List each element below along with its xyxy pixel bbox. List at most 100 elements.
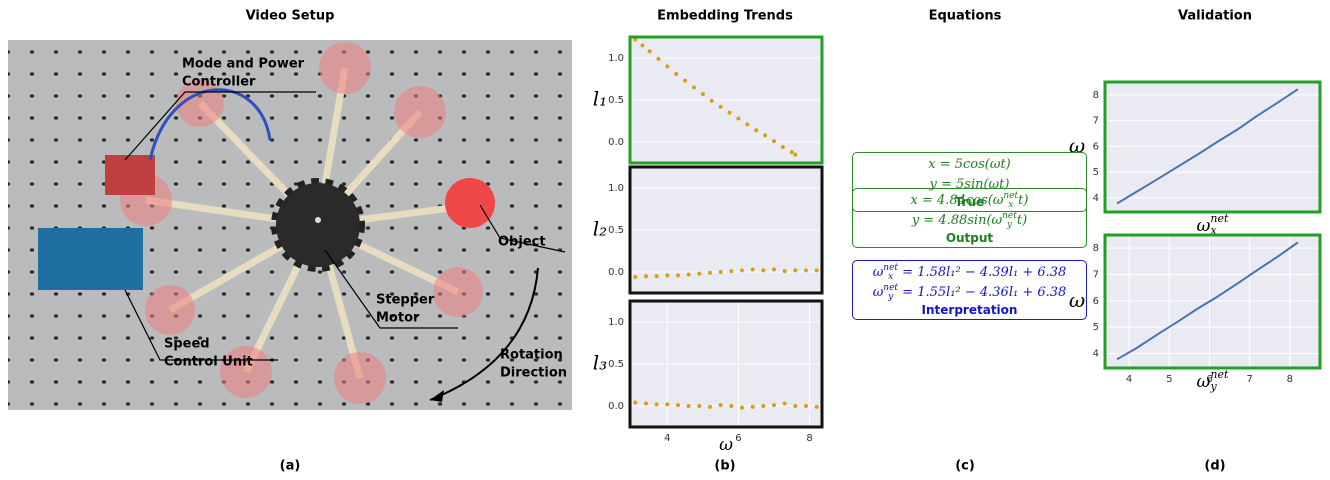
point (793, 152, 798, 157)
point (772, 267, 776, 272)
point (718, 270, 723, 274)
x-tick-label: 7 (1246, 374, 1252, 385)
y-tick-label: 1.0 (608, 53, 624, 64)
panel-title: Equations (929, 9, 1002, 24)
photo (8, 40, 572, 410)
point (761, 268, 766, 273)
x-axis-label-sub: y (1209, 380, 1217, 393)
photo-label: Motor (376, 311, 420, 326)
point (782, 401, 787, 406)
equation-sub: x (1008, 199, 1014, 210)
point (814, 268, 819, 273)
y-tick-label: 0.5 (608, 95, 624, 106)
leader-lines (124, 91, 566, 401)
y-tick-label: 5 (1093, 167, 1099, 178)
point (727, 110, 732, 115)
point (804, 404, 808, 408)
point (674, 71, 679, 76)
point (793, 404, 798, 408)
equation-text: = 1.55l₁² − 4.36l₁ + 6.38 (898, 285, 1067, 300)
point (754, 128, 759, 133)
point (686, 272, 691, 277)
point (718, 403, 723, 408)
point (729, 269, 734, 274)
panel-title: Embedding Trends (657, 9, 793, 24)
point (700, 92, 705, 97)
point (740, 405, 744, 410)
y-tick-label: 0.0 (608, 267, 624, 278)
point (647, 49, 652, 54)
point (740, 268, 744, 273)
plot-frame (1103, 80, 1322, 214)
photo-label: Stepper (376, 293, 435, 308)
object (445, 178, 495, 228)
arrow-head (430, 390, 444, 402)
equation-sub: y (888, 291, 894, 302)
plot-frame (628, 299, 824, 429)
x-axis-label-main: ω (1197, 216, 1211, 236)
equation-text: x = 4.84cos(ω (910, 193, 1004, 208)
point (644, 274, 648, 279)
plot-frame (1103, 233, 1322, 370)
panel-title: Validation (1178, 9, 1252, 24)
panel-caption: (c) (955, 459, 975, 474)
equation-text: y = 4.88sin(ω (911, 213, 1003, 228)
point (729, 404, 734, 408)
subsup: y net (883, 283, 898, 302)
point (708, 404, 712, 409)
x-axis-label: ωnet y (1197, 368, 1229, 393)
y-tick-label: 7 (1093, 270, 1099, 281)
equation: ω x net = 1.58l₁² − 4.39l₁ + 6.38 (853, 263, 1086, 283)
point (633, 400, 638, 405)
point (676, 273, 680, 278)
panel-caption: (d) (1204, 459, 1225, 474)
point (782, 269, 787, 274)
subsup: x net (1003, 190, 1019, 210)
equation-text: t) (1018, 193, 1029, 208)
controller-board (105, 155, 155, 195)
point (750, 267, 755, 272)
y-tick-label: 7 (1093, 116, 1099, 127)
x-axis-label: ωnet x (1197, 212, 1229, 237)
point (793, 268, 798, 273)
equation-box: x = 4.84cos(ω x net t) y = 4.88sin(ω y net t) Ou… (852, 188, 1087, 248)
point (780, 145, 785, 150)
point (686, 404, 691, 408)
equation: x = 5cos(ωt) (853, 155, 1086, 175)
gear (276, 183, 360, 267)
photo-label: Direction (500, 366, 567, 381)
equation-sup: net (1003, 190, 1019, 201)
point (750, 404, 755, 409)
point (683, 78, 688, 83)
x-axis-label-sup: net (1210, 368, 1229, 381)
equation-sup: net (1002, 210, 1017, 221)
photo-label: Controller (182, 75, 256, 90)
y-tick-label: 0.5 (608, 359, 624, 370)
panel-caption: (b) (714, 459, 735, 474)
photo-label: Object (498, 235, 546, 250)
equation: x = 4.84cos(ω x net t) (853, 191, 1086, 211)
plot-frame (628, 165, 824, 295)
equation-text: ω (872, 265, 884, 280)
y-axis-label: l₃ (593, 351, 607, 375)
point (665, 273, 670, 278)
point (718, 104, 723, 109)
y-axis-label: ω (1069, 288, 1085, 312)
panel-caption: (a) (280, 459, 301, 474)
arduino-board (38, 228, 143, 290)
y-tick-label: 1.0 (608, 317, 624, 328)
equation-box: ω x net = 1.58l₁² − 4.39l₁ + 6.38 ω y net = 1… (852, 260, 1087, 320)
point (789, 150, 794, 155)
point (676, 403, 680, 408)
y-tick-label: 0.0 (608, 137, 624, 148)
equation-label: True (954, 195, 985, 209)
subsup: x net (883, 263, 898, 282)
y-tick-label: 0.5 (608, 225, 624, 236)
point (763, 133, 768, 138)
x-tick-label: 6 (1206, 374, 1212, 385)
gear-hub (315, 217, 321, 223)
x-tick-label: 5 (1166, 374, 1172, 385)
y-axis-label: ω (1069, 134, 1085, 158)
y-tick-label: 6 (1093, 296, 1099, 307)
